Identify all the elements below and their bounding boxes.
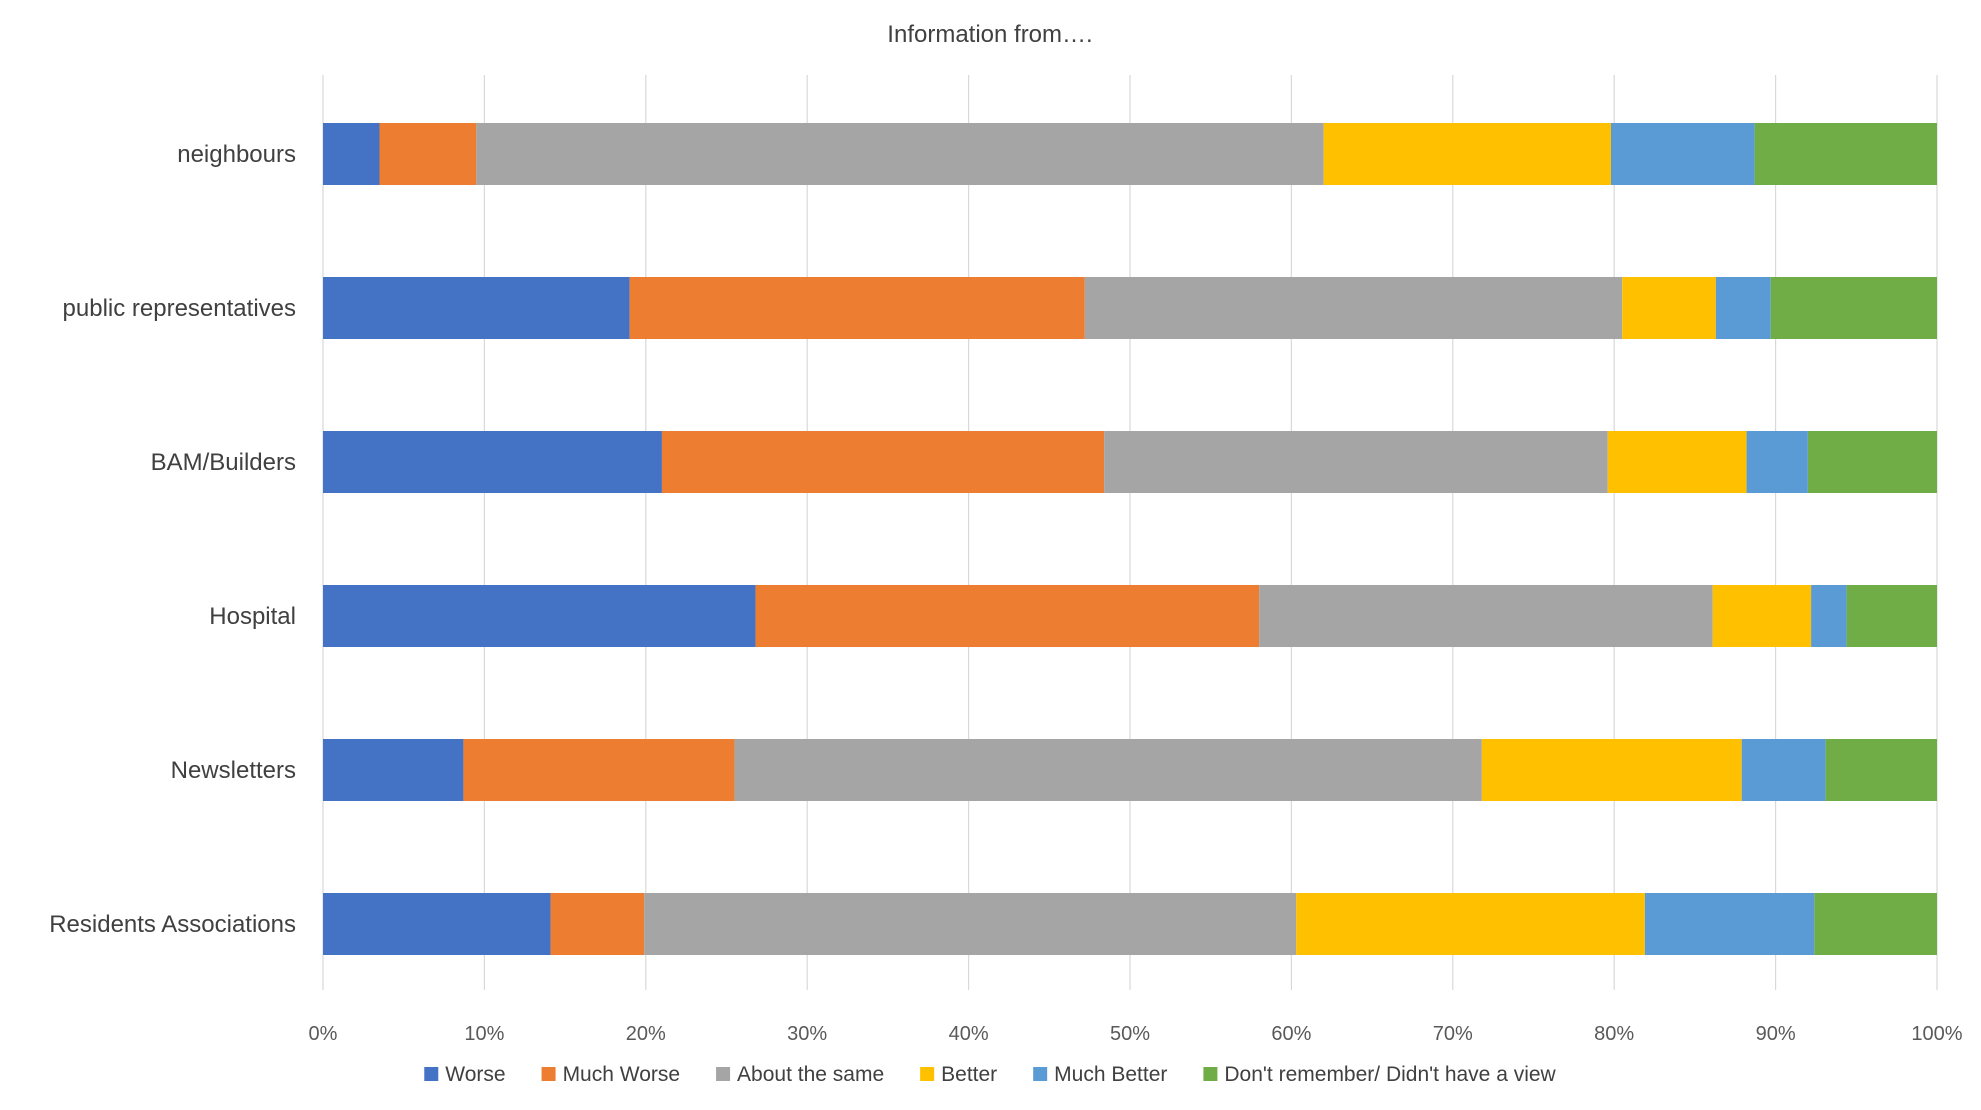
x-tick-label: 10%: [464, 1023, 504, 1045]
x-tick-label: 20%: [626, 1023, 666, 1045]
x-tick-label: 60%: [1271, 1023, 1311, 1045]
category-label: Newsletters: [171, 757, 296, 784]
x-tick-label: 80%: [1594, 1023, 1634, 1045]
bar-segment-about-the-same: [1259, 585, 1713, 647]
bar-segment-much-better: [1741, 739, 1826, 801]
legend-item: Better: [920, 1063, 997, 1086]
bar-segment-much-better: [1715, 277, 1771, 339]
chart-title: Information from….: [887, 21, 1092, 48]
x-axis-tick-labels: 0% 10% 20% 30% 40% 50% 60% 70% 80% 90% 100%: [309, 1023, 1963, 1045]
bar-segment-better: [1622, 277, 1716, 339]
bar-segment-about-the-same: [734, 739, 1482, 801]
x-tick-label: 70%: [1433, 1023, 1473, 1045]
bar-segment-don-t-remember-didn-t-have-a-view: [1754, 123, 1937, 185]
legend-label: Much Better: [1054, 1063, 1167, 1086]
bar-segment-much-better: [1746, 431, 1808, 493]
x-tick-label: 40%: [949, 1023, 989, 1045]
bar-segment-worse: [323, 893, 551, 955]
bars: [323, 123, 1937, 955]
bar-segment-about-the-same: [1084, 277, 1623, 339]
bar-segment-much-better: [1644, 893, 1815, 955]
gridlines: [322, 75, 1938, 990]
legend-label: Much Worse: [563, 1063, 680, 1086]
legend-swatch: [716, 1067, 731, 1081]
x-tick-label: 100%: [1911, 1023, 1962, 1045]
legend-item: Worse: [424, 1063, 506, 1086]
bar-segment-much-worse: [661, 431, 1105, 493]
bar-segment-about-the-same: [1104, 431, 1608, 493]
bar-segment-much-better: [1811, 585, 1847, 647]
bar-segment-don-t-remember-didn-t-have-a-view: [1807, 431, 1937, 493]
category-label: BAM/Builders: [151, 449, 296, 476]
bar-segment-much-worse: [755, 585, 1260, 647]
legend-swatch: [1203, 1067, 1218, 1081]
legend-item: Much Better: [1033, 1063, 1167, 1086]
bar-segment-better: [1607, 431, 1747, 493]
bar-segment-better: [1323, 123, 1611, 185]
bar-segment-don-t-remember-didn-t-have-a-view: [1825, 739, 1937, 801]
bar-segment-worse: [323, 739, 464, 801]
x-tick-label: 0%: [309, 1023, 338, 1045]
legend-item: About the same: [716, 1063, 884, 1086]
x-tick-label: 90%: [1756, 1023, 1796, 1045]
legend-item: Don't remember/ Didn't have a view: [1203, 1063, 1557, 1086]
legend-label: About the same: [737, 1063, 884, 1086]
category-label: neighbours: [177, 141, 296, 168]
category-label: Residents Associations: [49, 911, 296, 938]
y-axis-category-labels: neighbours public representatives BAM/Buil…: [49, 141, 296, 938]
bar-segment-don-t-remember-didn-t-have-a-view: [1770, 277, 1937, 339]
legend-swatch: [424, 1067, 439, 1081]
legend-swatch: [541, 1067, 556, 1081]
bar-segment-much-worse: [379, 123, 477, 185]
category-label: Hospital: [209, 603, 296, 630]
bar-segment-much-worse: [629, 277, 1085, 339]
bar-segment-worse: [323, 585, 756, 647]
bar-segment-much-better: [1610, 123, 1755, 185]
legend-swatch: [1033, 1067, 1048, 1081]
bar-segment-about-the-same: [644, 893, 1297, 955]
bar-segment-better: [1481, 739, 1742, 801]
bar-segment-about-the-same: [476, 123, 1324, 185]
bar-segment-don-t-remember-didn-t-have-a-view: [1846, 585, 1937, 647]
legend-swatch: [920, 1067, 935, 1081]
bar-segment-don-t-remember-didn-t-have-a-view: [1814, 893, 1937, 955]
bar-segment-much-worse: [550, 893, 645, 955]
legend: Worse Much Worse About the same Better Much …: [424, 1063, 1557, 1086]
legend-item: Much Worse: [541, 1063, 680, 1086]
bar-segment-better: [1296, 893, 1645, 955]
legend-label: Better: [941, 1063, 997, 1086]
x-tick-label: 50%: [1110, 1023, 1150, 1045]
bar-segment-worse: [323, 123, 380, 185]
bar-segment-worse: [323, 277, 630, 339]
bar-segment-worse: [323, 431, 662, 493]
legend-label: Worse: [445, 1063, 505, 1086]
category-label: public representatives: [63, 295, 296, 322]
bar-segment-much-worse: [463, 739, 735, 801]
x-tick-label: 30%: [787, 1023, 827, 1045]
bar-segment-better: [1712, 585, 1812, 647]
legend-label: Don't remember/ Didn't have a view: [1224, 1063, 1556, 1086]
